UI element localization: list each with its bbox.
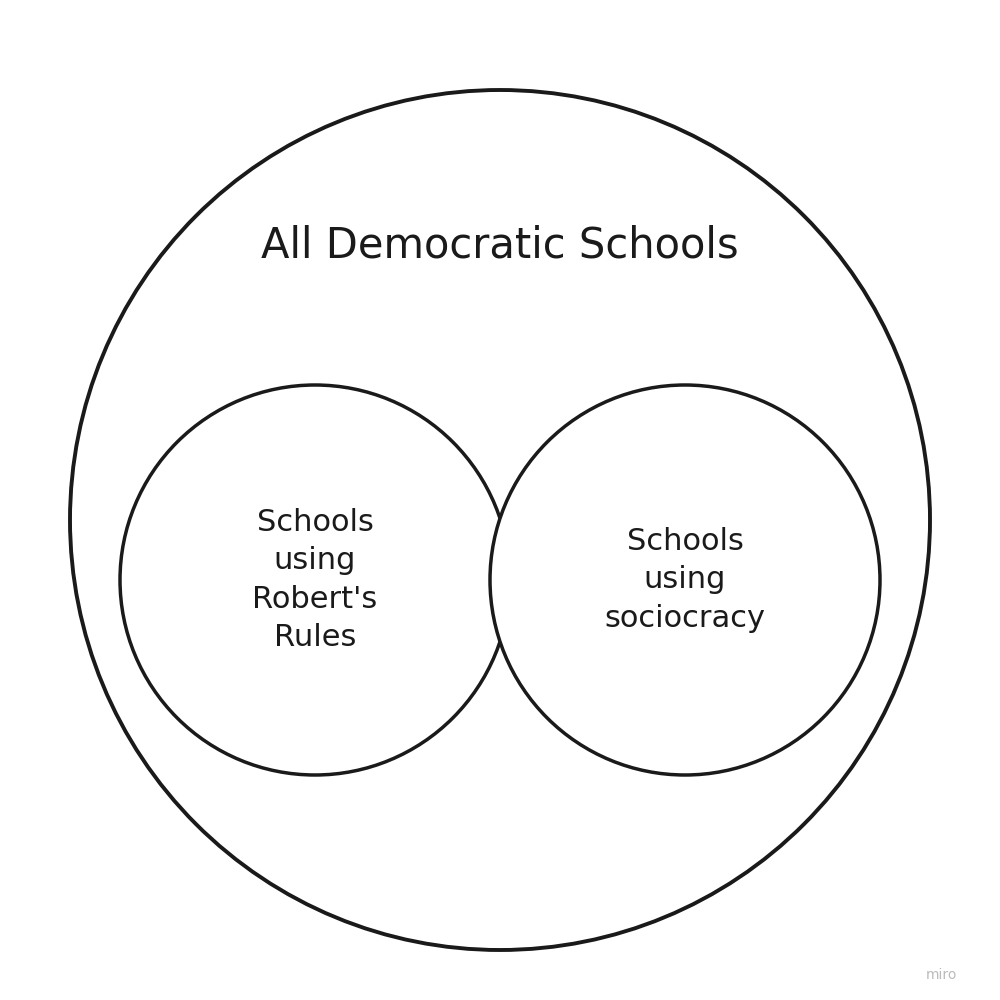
Circle shape bbox=[70, 90, 930, 950]
Circle shape bbox=[120, 385, 510, 775]
Circle shape bbox=[490, 385, 880, 775]
Text: All Democratic Schools: All Democratic Schools bbox=[261, 224, 739, 266]
Text: miro: miro bbox=[926, 968, 957, 982]
Text: Schools
using
Robert's
Rules: Schools using Robert's Rules bbox=[252, 508, 378, 652]
Text: Schools
using
sociocracy: Schools using sociocracy bbox=[604, 527, 766, 633]
